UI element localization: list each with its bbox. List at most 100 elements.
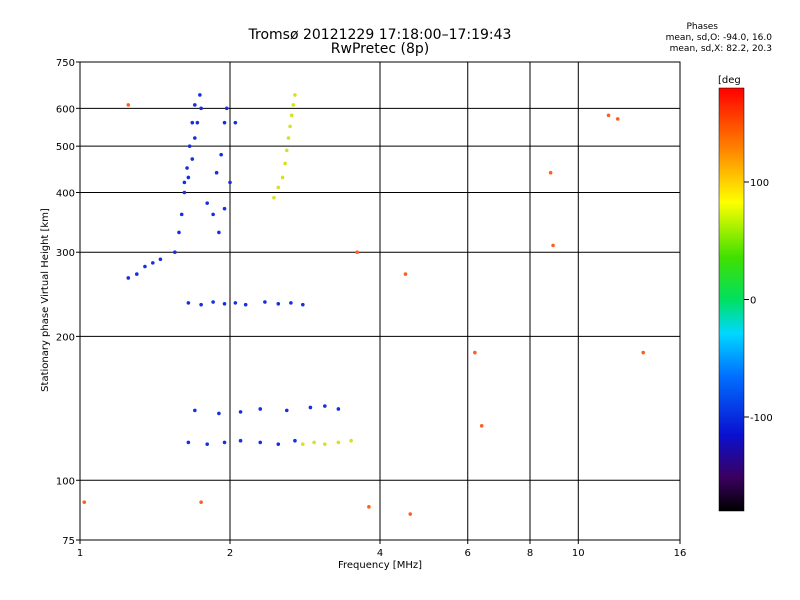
data-point <box>291 103 296 107</box>
data-point <box>301 302 305 307</box>
data-point <box>289 301 293 305</box>
y-tick-label: 600 <box>56 104 75 115</box>
data-point <box>293 438 297 443</box>
data-point <box>323 404 327 408</box>
y-axis-label: Stationary phase Virtual Height [km] <box>40 208 51 392</box>
x-tick-label: 6 <box>465 548 471 559</box>
data-point <box>205 201 209 205</box>
data-point <box>233 301 238 305</box>
data-point <box>238 438 243 443</box>
x-tick-label: 16 <box>674 548 687 559</box>
data-point <box>551 243 555 248</box>
colorbar-tick-label: 100 <box>750 178 769 189</box>
data-point <box>263 300 267 304</box>
colorbar-tick-label: 0 <box>750 296 756 307</box>
phases-o-mode: mean, sd,O: -94.0, 16.0 <box>665 33 772 43</box>
data-point <box>308 405 313 410</box>
data-point <box>276 442 281 446</box>
chart-subtitle: RwPretec (8p) <box>330 41 430 57</box>
x-tick-label: 2 <box>227 548 233 559</box>
data-point <box>182 180 187 185</box>
data-point <box>336 407 341 411</box>
phases-x-mode: mean, sd,X: 82.2, 20.3 <box>669 44 772 54</box>
data-point <box>195 120 200 125</box>
data-point <box>473 350 477 355</box>
x-tick-label: 8 <box>527 548 533 559</box>
data-point <box>312 440 316 445</box>
data-point <box>233 120 238 125</box>
data-point <box>272 195 276 200</box>
data-point <box>134 272 139 276</box>
data-point <box>193 136 197 140</box>
data-point <box>222 301 227 306</box>
data-point <box>641 350 646 355</box>
data-point <box>211 212 215 217</box>
data-point <box>211 300 215 304</box>
colorbar-ticks: 100 0 -100 <box>744 178 773 424</box>
data-point <box>205 442 209 446</box>
data-point <box>355 250 359 255</box>
data-point <box>199 106 203 111</box>
data-point <box>222 206 227 211</box>
data-point <box>276 301 281 306</box>
data-point <box>606 113 611 118</box>
data-point <box>199 302 203 307</box>
data-point <box>301 442 305 446</box>
data-point <box>190 157 195 161</box>
data-point <box>186 175 191 180</box>
data-point <box>177 230 181 235</box>
chart-title: Tromsø 20121229 17:18:00–17:19:43 <box>248 27 512 43</box>
data-point <box>222 440 227 445</box>
data-point <box>143 264 147 269</box>
colorbar-tick-label: -100 <box>750 413 773 424</box>
data-point <box>284 408 289 413</box>
data-point <box>293 93 297 97</box>
data-point <box>219 152 223 157</box>
data-point <box>403 272 408 276</box>
data-point <box>336 440 341 445</box>
data-point <box>158 257 163 262</box>
data-point <box>126 103 131 107</box>
data-point <box>284 148 289 153</box>
data-point <box>258 407 263 411</box>
data-point <box>190 120 195 125</box>
x-tick-label: 1 <box>77 548 83 559</box>
data-point <box>367 505 371 509</box>
grid-lines <box>80 62 680 540</box>
data-point <box>243 302 248 307</box>
colorbar <box>718 87 745 512</box>
y-tick-label: 75 <box>62 536 75 547</box>
data-point <box>179 212 184 217</box>
data-point <box>276 185 281 190</box>
y-tick-label: 300 <box>56 248 75 259</box>
x-axis-ticks: 1 2 4 6 8 10 16 <box>77 540 687 559</box>
data-point <box>199 500 203 504</box>
data-point <box>214 170 219 175</box>
y-tick-label: 100 <box>56 476 75 487</box>
data-point <box>182 190 187 195</box>
y-tick-label: 500 <box>56 142 75 153</box>
data-point <box>258 440 263 445</box>
phases-panel: Phases mean, sd,O: -94.0, 16.0 mean, sd,… <box>572 22 772 55</box>
data-point <box>193 103 197 107</box>
data-point <box>238 410 243 414</box>
data-point <box>185 166 189 170</box>
x-tick-label: 4 <box>377 548 383 559</box>
data-point <box>479 424 484 428</box>
data-point <box>198 93 202 97</box>
data-point <box>126 276 131 280</box>
data-point <box>173 250 177 255</box>
y-tick-label: 400 <box>56 188 75 199</box>
data-point <box>615 117 620 121</box>
data-point <box>349 438 353 443</box>
data-point <box>193 408 197 413</box>
data-point <box>408 512 413 516</box>
data-point <box>82 500 87 504</box>
data-point <box>222 120 227 125</box>
data-point <box>280 175 285 180</box>
data-point <box>151 261 155 265</box>
phases-heading: Phases <box>686 22 718 32</box>
data-point <box>288 124 292 129</box>
data-point <box>186 440 191 445</box>
